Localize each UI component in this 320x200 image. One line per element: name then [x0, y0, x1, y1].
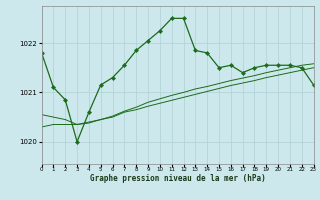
X-axis label: Graphe pression niveau de la mer (hPa): Graphe pression niveau de la mer (hPa) — [90, 174, 266, 183]
